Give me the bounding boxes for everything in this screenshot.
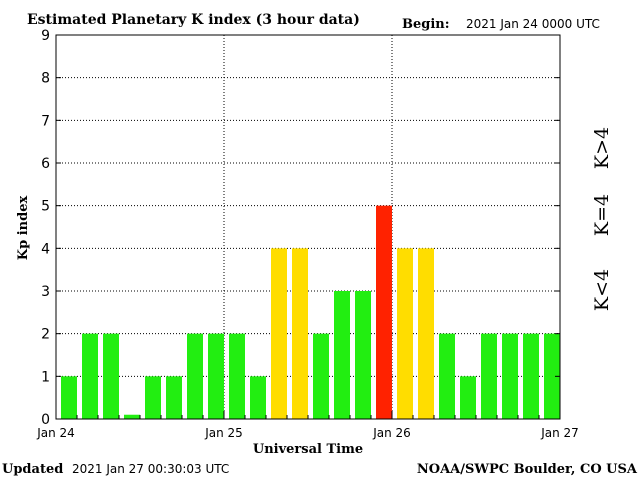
x-axis-ticks: Jan 24 Jan 25 Jan 26 Jan 27: [36, 411, 579, 440]
y-tick-label: 8: [41, 71, 50, 87]
y-tick-label: 3: [41, 284, 50, 300]
kp-bar: [439, 333, 455, 419]
kp-bar: [544, 333, 560, 419]
y-tick-label: 1: [41, 369, 50, 385]
x-tick-label: Jan 26: [372, 426, 411, 440]
y-axis-ticks: 0 1 2 3 4 5 6 7 8 9: [41, 28, 560, 428]
kp-bar: [82, 333, 98, 419]
y-tick-label: 2: [41, 327, 50, 343]
y-tick-label: 5: [41, 199, 50, 215]
y-axis-label: Kp index: [16, 196, 31, 261]
kp-bar: [250, 376, 266, 419]
kp-bar: [208, 333, 224, 419]
source-label: NOAA/SWPC Boulder, CO USA: [417, 462, 638, 477]
grid-lines: [56, 35, 560, 419]
kp-bar: [292, 248, 308, 419]
x-tick-label: Jan 27: [540, 426, 579, 440]
y-tick-label: 0: [41, 412, 50, 428]
legend-high: K>4: [591, 127, 613, 169]
y-tick-label: 6: [41, 156, 50, 172]
y-tick-label: 9: [41, 28, 50, 44]
kp-bar: [397, 248, 413, 419]
legend-low: K<4: [591, 269, 613, 311]
kp-bar: [481, 333, 497, 419]
kp-bar: [145, 376, 161, 419]
updated-label: Updated: [2, 462, 63, 477]
legend-mid: K=4: [591, 194, 613, 236]
kp-bar: [418, 248, 434, 419]
kp-bar: [376, 205, 392, 419]
kp-bar: [103, 333, 119, 419]
x-tick-label: Jan 24: [36, 426, 75, 440]
x-tick-label: Jan 25: [204, 426, 243, 440]
kp-bar: [61, 376, 77, 419]
kp-bar: [229, 333, 245, 419]
begin-label: Begin:: [402, 17, 450, 32]
y-tick-label: 4: [41, 241, 50, 257]
x-axis-label: Universal Time: [253, 442, 363, 457]
kp-bar: [124, 414, 140, 419]
kp-bar: [523, 333, 539, 419]
bars: [61, 205, 560, 419]
kp-bar: [334, 291, 350, 419]
kp-bar: [166, 376, 182, 419]
chart-title: Estimated Planetary K index (3 hour data…: [27, 12, 360, 28]
kp-bar: [502, 333, 518, 419]
kp-bar: [355, 291, 371, 419]
kp-bar: [187, 333, 203, 419]
kp-bar: [271, 248, 287, 419]
begin-value: 2021 Jan 24 0000 UTC: [466, 17, 600, 31]
kp-bar: [313, 333, 329, 419]
updated-value: 2021 Jan 27 00:30:03 UTC: [72, 462, 229, 476]
kp-bar: [460, 376, 476, 419]
y-tick-label: 7: [41, 113, 50, 129]
